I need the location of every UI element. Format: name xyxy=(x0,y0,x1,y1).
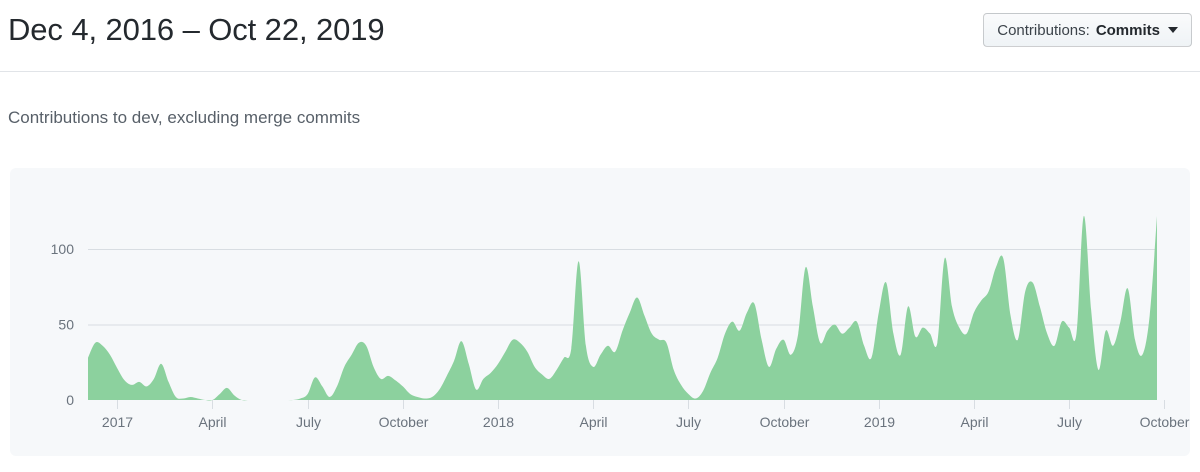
chart-x-axis-labels: 2017 April July October 2018 April July October… xyxy=(102,414,1190,430)
svg-text:July: July xyxy=(296,414,321,430)
svg-text:April: April xyxy=(198,414,226,430)
contributions-area-chart[interactable]: 0 50 100 2017 April July October 2018 April July… xyxy=(10,168,1190,456)
contributions-dropdown-prefix: Contributions: xyxy=(997,21,1090,39)
svg-text:2019: 2019 xyxy=(864,414,895,430)
svg-text:0: 0 xyxy=(66,392,74,408)
svg-text:April: April xyxy=(960,414,988,430)
contributions-chart-panel: 0 50 100 2017 April July October 2018 April July… xyxy=(10,168,1190,456)
contributions-dropdown-value: Commits xyxy=(1095,21,1160,39)
svg-text:100: 100 xyxy=(51,241,75,257)
svg-text:July: July xyxy=(1057,414,1082,430)
chart-x-axis-ticks xyxy=(117,400,1165,409)
commits-area-series xyxy=(88,215,1157,401)
svg-text:October: October xyxy=(1140,414,1190,430)
page-header: Dec 4, 2016 – Oct 22, 2019 Contributions… xyxy=(0,0,1200,72)
svg-text:April: April xyxy=(579,414,607,430)
chevron-down-icon xyxy=(1168,27,1178,33)
svg-text:July: July xyxy=(676,414,701,430)
svg-text:2018: 2018 xyxy=(483,414,514,430)
chart-y-axis-labels: 0 50 100 xyxy=(51,241,75,408)
svg-text:2017: 2017 xyxy=(102,414,133,430)
contributions-type-dropdown[interactable]: Contributions: Commits xyxy=(983,13,1192,47)
svg-text:October: October xyxy=(760,414,810,430)
svg-text:50: 50 xyxy=(58,317,74,333)
chart-subtitle: Contributions to dev, excluding merge co… xyxy=(8,108,361,127)
svg-text:October: October xyxy=(379,414,429,430)
page-title: Dec 4, 2016 – Oct 22, 2019 xyxy=(8,12,385,47)
